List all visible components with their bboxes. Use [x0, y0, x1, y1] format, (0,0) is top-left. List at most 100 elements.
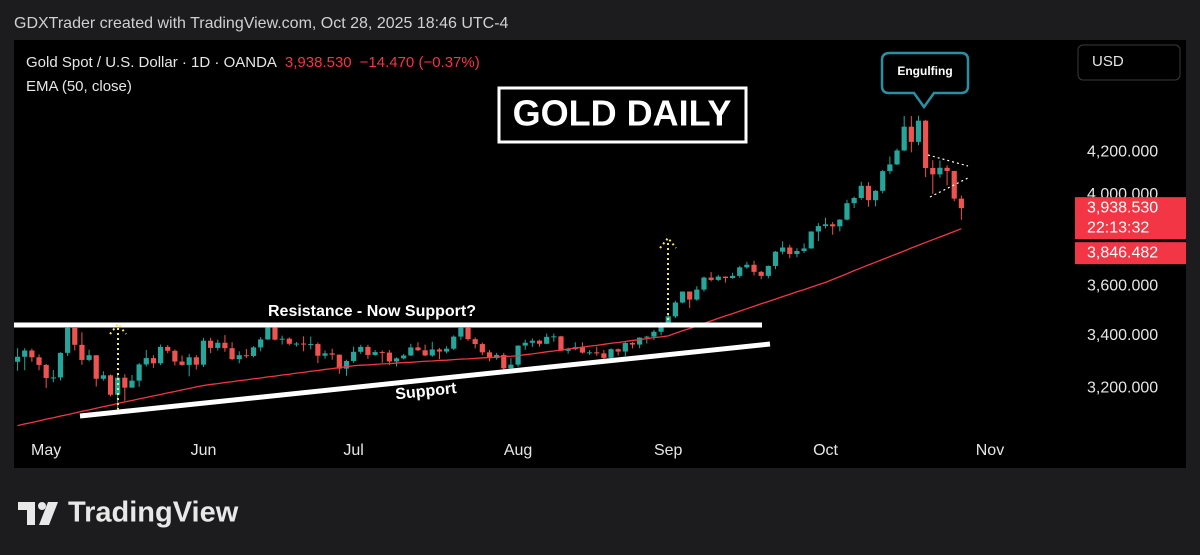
candle-body	[780, 247, 786, 252]
candle-body	[329, 353, 335, 355]
candle-body	[694, 289, 700, 300]
candle-body	[179, 361, 185, 365]
candle-body	[758, 271, 764, 276]
support-line	[79, 341, 771, 419]
candle-body	[880, 171, 886, 191]
candle-body	[465, 327, 471, 340]
candle-body	[486, 352, 493, 359]
candle-body	[672, 302, 678, 317]
candle-body	[143, 358, 149, 365]
candle-body	[644, 336, 650, 338]
ema-line	[17, 228, 962, 427]
x-tick-label: Sep	[654, 442, 683, 459]
candle-body	[100, 375, 106, 379]
resistance-label: Resistance - Now Support?	[268, 303, 476, 320]
candle-body	[894, 150, 900, 165]
candle-body	[479, 344, 485, 353]
candle-body	[765, 265, 771, 276]
candle-body	[200, 340, 207, 365]
candle-body	[336, 354, 342, 369]
candle-body	[22, 350, 28, 357]
candle-body	[343, 360, 350, 369]
candle-body	[93, 355, 99, 379]
candle-body	[415, 347, 421, 351]
candle-body	[658, 323, 664, 332]
candle-body	[215, 342, 221, 348]
header-credit: GDXTrader created with TradingView.com, …	[14, 15, 509, 32]
candle-body	[229, 348, 235, 360]
candle-body	[729, 275, 736, 279]
candle-body	[701, 277, 707, 290]
candle-body	[372, 352, 378, 355]
candle-body	[72, 327, 78, 345]
candle-body	[351, 351, 357, 361]
candle-body	[872, 190, 879, 201]
candle-body	[944, 167, 950, 171]
candle-body	[429, 349, 435, 356]
candle-body	[193, 357, 199, 365]
breakout-arrows	[109, 236, 677, 410]
candle-body	[579, 347, 586, 353]
candle-body	[379, 352, 385, 354]
candle-body	[279, 338, 285, 340]
candle-body	[472, 339, 478, 345]
candle-body	[157, 346, 164, 364]
price-change: −14.470 (−0.37%)	[360, 54, 480, 71]
candle-body	[286, 338, 292, 344]
candle-body	[722, 276, 729, 279]
candle-body	[150, 358, 157, 364]
candle-body	[315, 344, 321, 356]
candle-body	[422, 350, 428, 356]
currency-box	[1077, 44, 1181, 81]
symbol-legend: Gold Spot / U.S. Dollar · 1D · OANDA 3,93…	[26, 54, 480, 71]
candle-body	[787, 247, 793, 254]
candle-body	[794, 250, 800, 254]
candle-body	[558, 336, 564, 351]
candle-body	[322, 353, 328, 356]
candle-body	[265, 327, 271, 340]
candle-body	[43, 364, 49, 378]
y-tick-label: 3,400.000	[1087, 327, 1158, 344]
candle-body	[508, 364, 514, 369]
candle-body	[594, 352, 600, 354]
title-box	[497, 86, 748, 144]
footer-brand: TradingView	[68, 497, 239, 529]
x-tick-label: Jun	[191, 442, 217, 459]
candle-body	[50, 377, 56, 379]
candle-body	[293, 343, 300, 345]
candle-body	[601, 353, 607, 358]
candle-body	[908, 126, 914, 142]
candle-body	[65, 327, 71, 353]
x-tick-label: Oct	[813, 442, 838, 459]
candle-body	[522, 342, 528, 346]
countdown-label: 22:13:32	[1087, 219, 1149, 236]
candle-body	[551, 336, 557, 338]
price-label: 3,846.482	[1087, 244, 1158, 261]
candle-body	[79, 344, 85, 360]
price-label: 3,938.530	[1087, 199, 1158, 216]
candle-body	[57, 352, 64, 378]
candle-body	[122, 377, 128, 388]
engulfing-label: Engulfing	[897, 64, 952, 78]
candle-body	[851, 197, 857, 204]
candle-body	[222, 342, 228, 349]
candle-body	[744, 264, 750, 268]
candle-body	[458, 327, 464, 337]
candle-body	[665, 316, 671, 324]
candle-body	[501, 354, 507, 369]
candle-body	[86, 355, 92, 360]
candle-body	[915, 120, 922, 142]
candle-body	[958, 198, 964, 209]
candle-body	[837, 219, 843, 227]
candle-body	[751, 264, 757, 272]
candle-body	[136, 364, 142, 381]
y-tick-label: 3,600.000	[1087, 277, 1158, 294]
candle-body	[679, 291, 686, 303]
candle-body	[737, 267, 743, 276]
candle-body	[937, 167, 943, 175]
candle-body	[923, 120, 929, 168]
candle-body	[272, 327, 278, 340]
candle-body	[865, 185, 872, 201]
candle-body	[586, 352, 593, 354]
